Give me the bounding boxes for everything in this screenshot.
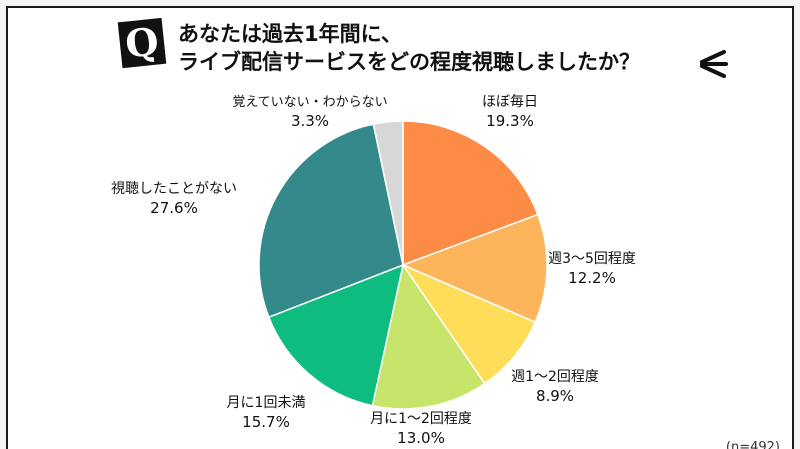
slice-value-1: 19.3% [486, 112, 534, 130]
chart-title-line-1: あなたは過去1年間に、 [178, 22, 402, 46]
slice-category-2: 週3～5回程度 [548, 251, 636, 267]
slice-label-7: 覚えていない・わからない 3.3% [232, 93, 387, 131]
slice-category-1: ほぼ毎日 [482, 94, 538, 110]
slice-value-2: 12.2% [568, 269, 616, 287]
slice-label-1: ほぼ毎日 19.3% [482, 93, 538, 131]
slice-category-6: 視聴したことがない [111, 181, 237, 197]
slice-category-3: 週1～2回程度 [511, 369, 599, 385]
slice-label-3: 週1～2回程度 8.9% [511, 368, 599, 406]
emphasis-spark-icon [700, 50, 728, 78]
slice-category-5: 月に1回未満 [226, 395, 306, 411]
slice-category-4: 月に1～2回程度 [370, 411, 472, 427]
slice-label-5: 月に1回未満 15.7% [227, 394, 306, 432]
slice-category-7: 覚えていない・わからない [232, 95, 388, 110]
slice-value-3: 8.9% [535, 387, 575, 405]
slice-value-5: 15.7% [242, 413, 290, 431]
pie-slice-3 [400, 263, 537, 385]
pie-slice-1 [402, 120, 539, 267]
pie-slice-7 [372, 120, 404, 266]
sample-size-note: (n=492) [725, 440, 780, 449]
pie-slice-5 [267, 263, 405, 407]
pie-slice-6 [258, 123, 404, 319]
pie-slice-4 [371, 263, 486, 410]
slice-value-7: 3.3% [290, 112, 330, 130]
chart-title-line-2: ライブ配信サービスをどの程度視聴しましたか？ [178, 50, 640, 74]
slice-label-6: 視聴したことがない 27.6% [111, 180, 237, 218]
slice-value-4: 13.0% [397, 429, 445, 447]
pie-slice-2 [400, 213, 548, 324]
slice-value-6: 27.6% [150, 199, 198, 217]
slice-label-4: 月に1～2回程度 13.0% [370, 410, 472, 448]
slice-label-2: 週3～5回程度 12.2% [548, 250, 636, 288]
